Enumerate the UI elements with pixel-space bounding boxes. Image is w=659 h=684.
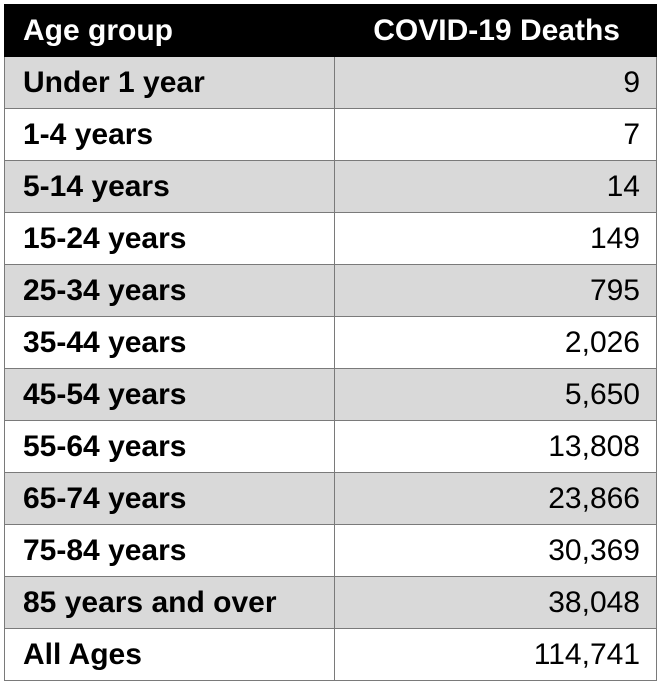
deaths-cell: 38,048: [334, 576, 657, 629]
deaths-cell: 7: [334, 108, 657, 161]
covid-deaths-by-age-table: Age group COVID-19 Deaths Under 1 year 9…: [4, 4, 657, 681]
table-row-total: All Ages 114,741: [4, 628, 657, 681]
header-age-group: Age group: [4, 4, 335, 57]
header-row: Age group COVID-19 Deaths: [4, 4, 657, 57]
header-covid-deaths: COVID-19 Deaths: [334, 4, 657, 57]
age-group-cell: 1-4 years: [4, 108, 335, 161]
age-group-cell: 25-34 years: [4, 264, 335, 317]
table-body: Under 1 year 9 1-4 years 7 5-14 years 14…: [4, 56, 657, 681]
deaths-cell: 2,026: [334, 316, 657, 369]
age-group-cell: Under 1 year: [4, 56, 335, 109]
age-group-cell: All Ages: [4, 628, 335, 681]
table-row: 25-34 years 795: [4, 264, 657, 317]
table-row: Under 1 year 9: [4, 56, 657, 109]
table-row: 65-74 years 23,866: [4, 472, 657, 525]
deaths-cell: 30,369: [334, 524, 657, 577]
deaths-cell: 114,741: [334, 628, 657, 681]
table-row: 15-24 years 149: [4, 212, 657, 265]
table-row: 1-4 years 7: [4, 108, 657, 161]
deaths-cell: 9: [334, 56, 657, 109]
deaths-cell: 149: [334, 212, 657, 265]
age-group-cell: 85 years and over: [4, 576, 335, 629]
age-group-cell: 15-24 years: [4, 212, 335, 265]
deaths-cell: 5,650: [334, 368, 657, 421]
age-group-cell: 55-64 years: [4, 420, 335, 473]
table-row: 85 years and over 38,048: [4, 576, 657, 629]
table-row: 55-64 years 13,808: [4, 420, 657, 473]
deaths-cell: 795: [334, 264, 657, 317]
age-group-cell: 35-44 years: [4, 316, 335, 369]
table-row: 35-44 years 2,026: [4, 316, 657, 369]
deaths-cell: 14: [334, 160, 657, 213]
age-group-cell: 5-14 years: [4, 160, 335, 213]
deaths-cell: 13,808: [334, 420, 657, 473]
table-row: 45-54 years 5,650: [4, 368, 657, 421]
table-header: Age group COVID-19 Deaths: [4, 4, 657, 57]
age-group-cell: 45-54 years: [4, 368, 335, 421]
deaths-cell: 23,866: [334, 472, 657, 525]
age-group-cell: 75-84 years: [4, 524, 335, 577]
table-row: 75-84 years 30,369: [4, 524, 657, 577]
table-row: 5-14 years 14: [4, 160, 657, 213]
age-group-cell: 65-74 years: [4, 472, 335, 525]
